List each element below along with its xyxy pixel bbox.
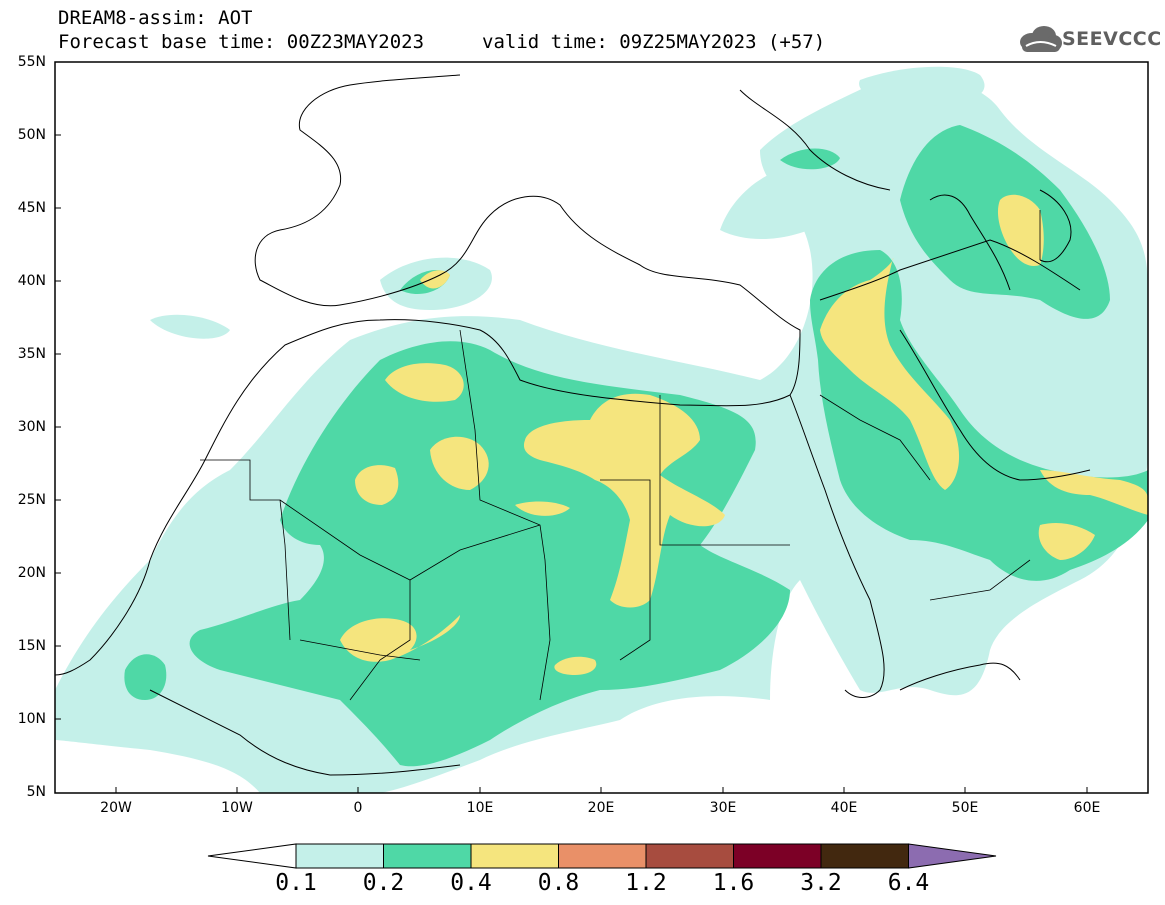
colorbar-swatch-3: [558, 843, 647, 869]
colorbar-label: 0.1: [275, 870, 317, 896]
lat-label: 50N: [17, 127, 46, 143]
lon-label: 0: [353, 800, 363, 816]
colorbar-label: 0.2: [362, 870, 405, 896]
lat-label: 40N: [17, 273, 46, 289]
aot-layer-0-4: [340, 194, 1148, 675]
colorbar: [207, 843, 997, 869]
lat-label: 30N: [17, 419, 46, 435]
model-title: DREAM8-assim: AOT: [58, 7, 253, 29]
coastlines: [55, 74, 1091, 776]
colorbar-label: 1.6: [712, 870, 755, 896]
lon-label: 30E: [709, 800, 737, 816]
tick-marks: [55, 134, 1088, 793]
lon-label: 40E: [830, 800, 858, 816]
lon-label: 20E: [587, 800, 615, 816]
forecast-time-line: Forecast base time: 00Z23MAY2023 valid ti…: [58, 31, 825, 53]
lat-label: 35N: [17, 346, 46, 362]
lon-label: 20W: [100, 800, 132, 816]
colorbar-swatch-6: [820, 843, 909, 869]
colorbar-swatch-5: [733, 843, 822, 869]
lat-label: 10N: [17, 711, 46, 727]
colorbar-over-arrow: [908, 843, 997, 869]
colorbar-label: 6.4: [887, 870, 930, 896]
lat-label: 15N: [17, 638, 46, 654]
colorbar-swatch-1: [383, 843, 472, 869]
lat-label: 45N: [17, 200, 46, 216]
base-time: Forecast base time: 00Z23MAY2023: [58, 31, 425, 53]
cloud-icon: [1020, 26, 1062, 52]
colorbar-label: 3.2: [800, 870, 842, 896]
lon-label: 10W: [221, 800, 253, 816]
colorbar-swatch-2: [470, 843, 559, 869]
colorbar-label: 0.8: [537, 870, 580, 896]
lon-label: 60E: [1073, 800, 1101, 816]
colorbar-under-arrow: [207, 843, 297, 869]
lon-label: 10E: [466, 800, 494, 816]
lon-label: 50E: [951, 800, 979, 816]
map-frame: [54, 61, 1149, 794]
colorbar-swatch-4: [645, 843, 734, 869]
lat-label: 55N: [17, 54, 46, 70]
colorbar-label: 1.2: [625, 870, 667, 896]
logo-text: SEEVCCC: [1062, 28, 1162, 50]
colorbar-label: 0.4: [450, 870, 492, 896]
lat-label: 20N: [17, 565, 46, 581]
country-borders: [200, 210, 1041, 701]
valid-time: valid time: 09Z25MAY2023 (+57): [482, 31, 826, 53]
colorbar-swatch-0: [295, 843, 384, 869]
lat-label: 5N: [26, 784, 46, 800]
lat-label: 25N: [17, 492, 46, 508]
